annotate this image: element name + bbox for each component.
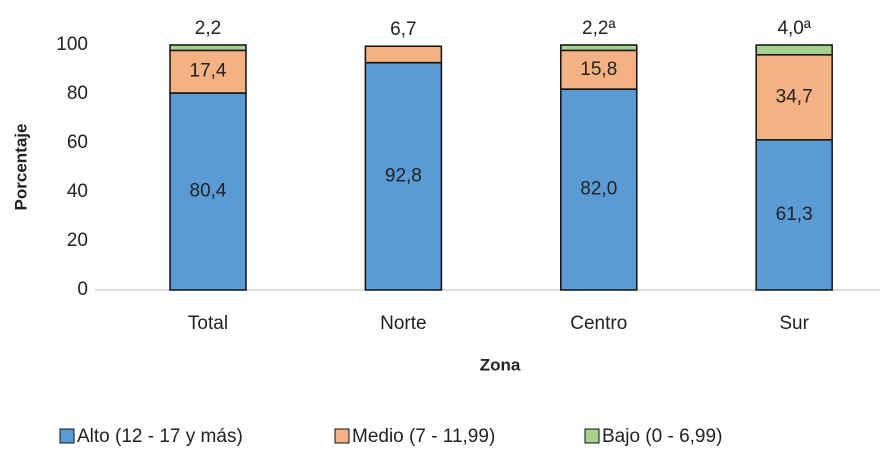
data-label: 17,4 [190,61,227,82]
data-label: 80,4 [190,181,227,202]
bar-segment [169,92,247,291]
bar-segment [169,49,247,94]
legend-swatch [334,428,350,444]
bar-segment [755,54,833,141]
data-label: 34,7 [776,86,813,107]
bar-segment [364,45,443,64]
y-tick-label: 40 [67,181,88,202]
legend-swatch [584,428,600,444]
data-label: 15,8 [580,59,617,80]
data-label: 2,2ª [582,18,616,39]
y-axis-label: Porcentaje [11,124,30,211]
data-label: 92,8 [385,165,422,186]
data-label: 6,7 [390,19,416,40]
bar-segment [755,44,833,56]
y-tick-label: 20 [67,230,88,251]
x-tick-label: Norte [380,313,426,334]
bar-segment [560,44,638,52]
y-tick-label: 100 [56,34,88,55]
y-tick-label: 0 [77,279,88,300]
data-label: 61,3 [776,204,813,225]
legend-label: Bajo (0 - 6,99) [602,426,722,447]
y-tick-label: 80 [67,83,88,104]
legend-swatch [59,428,75,444]
x-tick-label: Centro [570,313,627,334]
data-label: 82,0 [580,179,617,200]
y-tick-label: 60 [67,132,88,153]
legend-label: Alto (12 - 17 y más) [77,426,243,447]
x-tick-label: Sur [779,313,809,334]
data-label: 4,0ª [777,18,811,39]
bar-segment [755,139,833,291]
x-tick-label: Total [188,313,228,334]
bar-segment [560,49,638,90]
x-axis-label: Zona [480,355,521,374]
legend-label: Medio (7 - 11,99) [352,426,495,447]
bar-segment [169,44,247,52]
bar-segment [560,88,638,291]
data-label: 2,2 [195,18,221,39]
